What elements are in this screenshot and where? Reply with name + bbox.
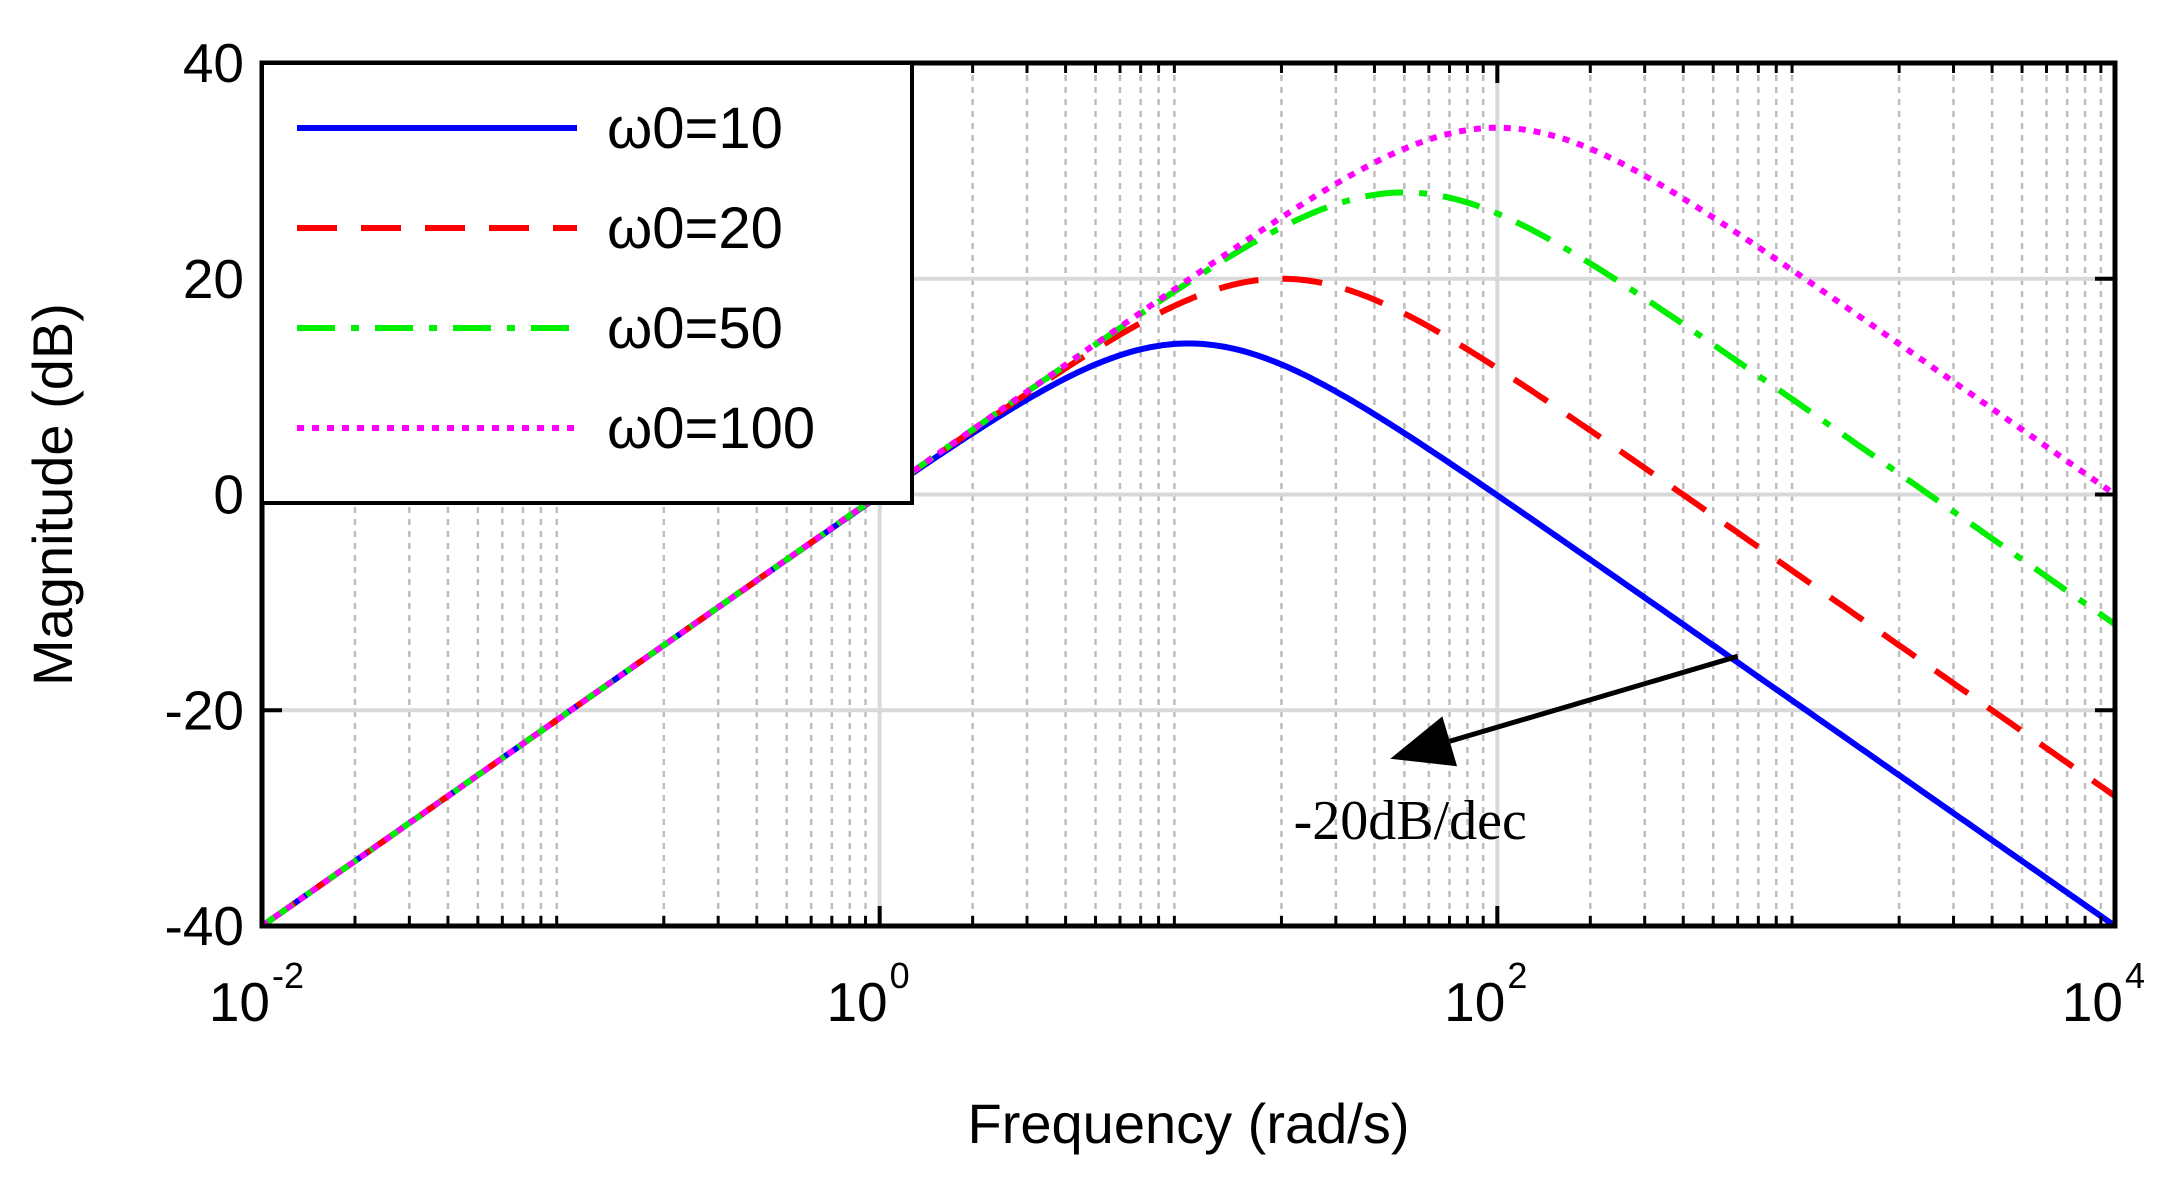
x-tick-label-exponent: 4: [2125, 955, 2145, 996]
legend-item: ω0=100: [297, 396, 815, 461]
x-tick-label-exponent: -2: [272, 955, 304, 996]
annotation-arrow: [1448, 653, 1739, 744]
x-tick-label-exponent: 2: [1507, 955, 1527, 996]
legend-item: ω0=20: [297, 196, 783, 261]
x-tick-label-base: 10: [209, 971, 270, 1033]
y-tick-label: -20: [165, 679, 245, 741]
series-line-2: [260, 275, 2117, 929]
x-tick-label-base: 10: [826, 971, 887, 1033]
legend-box: [260, 61, 914, 505]
x-tick-label-base: 10: [1444, 971, 1505, 1033]
legend-label: ω0=100: [607, 396, 815, 461]
x-axis-title: Frequency (rad/s): [968, 1092, 1410, 1155]
y-tick-label: 40: [183, 32, 244, 94]
x-tick-label: 10 4: [2062, 955, 2145, 1033]
slope-annotation: -20dB/dec: [1294, 653, 1739, 852]
annotation-label: -20dB/dec: [1294, 790, 1527, 852]
series-lines: [260, 124, 2117, 929]
x-tick-label: 10 -2: [209, 955, 304, 1033]
annotation-arrowhead: [1390, 716, 1458, 767]
legend-label: ω0=10: [607, 96, 783, 161]
legend-item: ω0=50: [297, 296, 783, 361]
legend-item: ω0=10: [297, 96, 783, 161]
x-tick-label: 10 0: [826, 955, 909, 1033]
y-tick-label: 0: [213, 464, 244, 526]
legend-label: ω0=20: [607, 196, 783, 261]
y-tick-label: 20: [183, 248, 244, 310]
x-tick-label: 10 2: [1444, 955, 1527, 1033]
x-tick-label-exponent: 0: [890, 955, 910, 996]
x-tick-label-base: 10: [2062, 971, 2123, 1033]
y-tick-label: -40: [165, 895, 245, 957]
legend: ω0=10 ω0=20 ω0=50 ω0=100: [260, 61, 914, 505]
legend-label: ω0=50: [607, 296, 783, 361]
y-axis-title: Magnitude (dB): [21, 303, 84, 686]
series-line-4: [260, 124, 2117, 929]
